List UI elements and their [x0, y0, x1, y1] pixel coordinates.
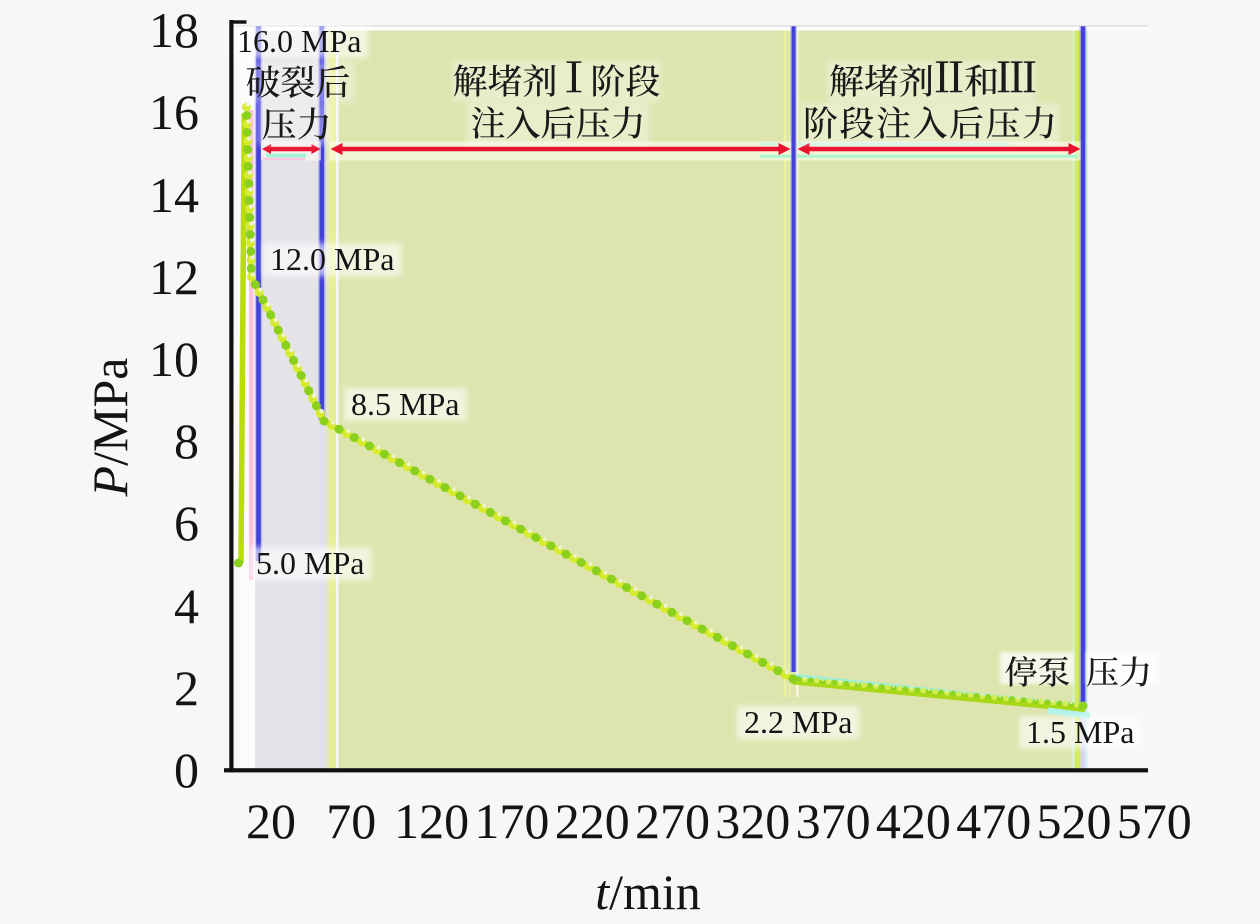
svg-text:2.2 MPa: 2.2 MPa [744, 704, 852, 740]
svg-text:8.5 MPa: 8.5 MPa [351, 386, 459, 422]
svg-text:5.0 MPa: 5.0 MPa [256, 545, 364, 581]
svg-text:12.0 MPa: 12.0 MPa [270, 241, 394, 277]
svg-text:16.0 MPa: 16.0 MPa [237, 23, 361, 59]
svg-text:1.5 MPa: 1.5 MPa [1026, 714, 1134, 750]
